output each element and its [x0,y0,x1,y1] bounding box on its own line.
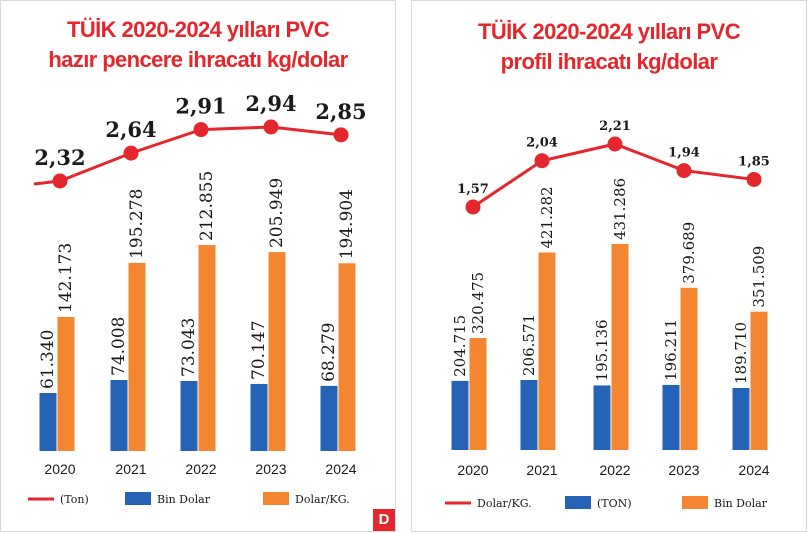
line-point [52,173,68,189]
bar-orange [469,338,487,450]
bar-value-label: 142.173 [56,243,76,313]
bar-value-label: 351.509 [750,246,768,308]
bar-blue [593,385,611,450]
bar-orange [198,245,216,451]
line-value-label: 2,32 [34,145,85,170]
chart-panel-left: TÜİK 2020-2024 yılları PVC hazır pencere… [0,0,396,532]
line-point [607,136,623,152]
brand-logo: D [373,509,395,531]
line-point [123,145,139,161]
line-point [333,127,349,143]
bar-orange [680,287,698,450]
bar-orange [538,252,556,450]
bar-blue [520,380,538,450]
chart-panel-right: TÜİK 2020-2024 yılları PVC profil ihraca… [411,0,807,532]
line-value-label: 1,57 [457,182,489,197]
line-value-label: 1,85 [738,154,770,169]
line-value-label: 2,94 [245,91,296,116]
bar-value-label: 189.710 [732,322,750,384]
bar-value-label: 70.147 [249,320,269,379]
legend-swatch-orange [682,496,708,509]
x-tick-label: 2024 [738,462,769,478]
bar-value-label: 205.949 [267,178,287,248]
x-tick-label: 2024 [325,461,356,477]
legend-label: (Ton) [60,493,89,506]
bar-value-label: 320.475 [469,272,487,334]
bar-value-label: 73.043 [179,318,199,377]
line-point [534,153,550,169]
x-tick-label: 2023 [668,462,699,478]
bar-orange [338,263,356,451]
line-value-label: 2,85 [315,99,366,124]
bar-value-label: 61.340 [38,330,58,389]
line-value-label: 2,21 [599,119,631,134]
bar-value-label: 204.715 [451,315,469,377]
legend-label: Dolar/KG. [295,493,350,506]
bar-value-label: 212.855 [197,171,217,241]
bar-blue [110,380,128,451]
bar-orange [57,317,75,451]
legend-swatch-orange [263,492,289,505]
legend-label: Bin Dolar [157,493,211,506]
bar-value-label: 68.279 [319,322,339,381]
legend-label: (TON) [597,497,632,510]
bar-value-label: 194.904 [337,189,357,259]
line-point [746,171,762,187]
bar-value-label: 379.689 [680,222,698,284]
line-point [193,122,209,138]
line-point [263,119,279,135]
bar-value-label: 431.286 [611,178,629,240]
bar-orange [750,311,768,450]
x-tick-label: 2021 [526,462,557,478]
bar-orange [611,244,629,450]
chart-title-line-2: hazır pencere ihracatı kg/dolar [48,47,348,72]
chart-svg-right: 204.715 206.571 195.136 196.211 189.710 320.4… [445,119,770,510]
legend-label: Bin Dolar [714,497,768,510]
chart-title-line-1: TÜİK 2020-2024 yılları PVC [478,19,741,44]
bar-value-label: 196.211 [662,319,680,381]
bar-value-label: 195.136 [593,319,611,381]
x-tick-label: 2023 [255,461,286,477]
chart-title-line-1: TÜİK 2020-2024 yılları PVC [67,17,330,42]
bar-value-label: 74.008 [109,317,129,376]
legend-swatch-blue [125,492,151,505]
line-value-label: 2,64 [105,117,156,142]
legend-swatch-blue [565,496,591,509]
bar-blue [250,383,268,451]
x-tick-label: 2022 [599,462,630,478]
line-value-label: 1,94 [668,146,700,161]
bar-orange [268,252,286,451]
line-value-label: 2,91 [175,94,226,119]
bar-value-label: 421.282 [538,186,556,248]
line-point [465,199,481,215]
line-value-label: 2,04 [526,136,558,151]
bar-blue [180,380,198,451]
bar-blue [732,388,750,450]
x-tick-label: 2022 [185,461,216,477]
bar-orange [128,262,146,451]
legend-label: Dolar/KG. [477,497,532,510]
bar-blue [451,380,469,450]
line-point [676,163,692,179]
x-tick-label: 2020 [457,462,488,478]
bar-blue [320,385,338,451]
bar-blue [39,393,57,451]
bar-value-label: 195.278 [127,189,147,259]
bar-value-label: 206.571 [520,314,538,376]
x-tick-label: 2020 [44,461,75,477]
chart-title-line-2: profil ihracatı kg/dolar [500,49,718,74]
bar-blue [662,384,680,450]
chart-svg-left: 61.340 74.008 73.043 70.147 68.279 142.173 195… [28,91,367,506]
x-tick-label: 2021 [115,461,146,477]
